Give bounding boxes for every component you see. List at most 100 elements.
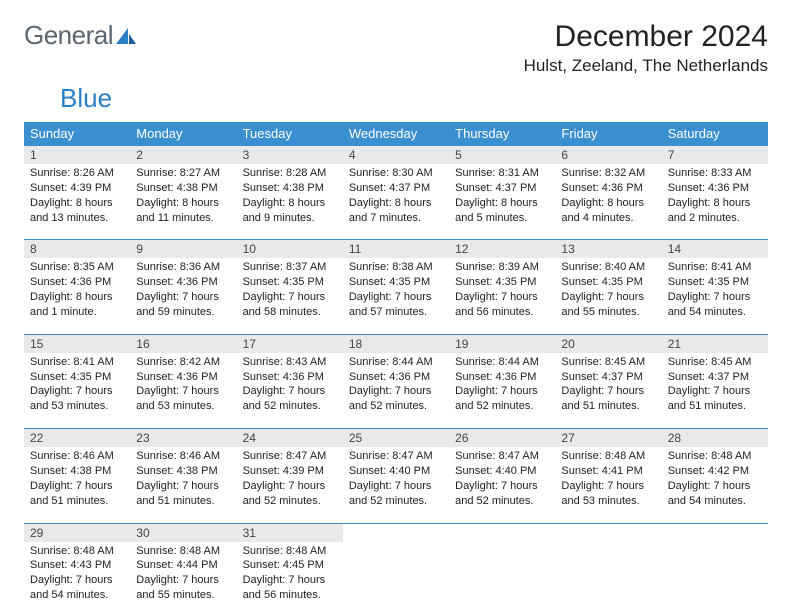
daylight-text: Daylight: 7 hours and 56 minutes. (243, 573, 337, 603)
daylight-text: Daylight: 7 hours and 51 minutes. (668, 384, 762, 414)
daylight-text: Daylight: 7 hours and 52 minutes. (243, 479, 337, 509)
calendar-day: 12Sunrise: 8:39 AMSunset: 4:35 PMDayligh… (449, 239, 555, 325)
day-number: 18 (343, 335, 449, 353)
day-content: Sunrise: 8:48 AMSunset: 4:44 PMDaylight:… (130, 542, 236, 609)
weekday-header: Friday (555, 122, 661, 145)
sunset-text: Sunset: 4:43 PM (30, 558, 124, 573)
sunset-text: Sunset: 4:39 PM (243, 464, 337, 479)
sunrise-text: Sunrise: 8:47 AM (349, 449, 443, 464)
weekday-header: Thursday (449, 122, 555, 145)
day-number: 1 (24, 146, 130, 164)
calendar-day: 24Sunrise: 8:47 AMSunset: 4:39 PMDayligh… (237, 428, 343, 514)
sunset-text: Sunset: 4:36 PM (349, 370, 443, 385)
sunrise-text: Sunrise: 8:27 AM (136, 166, 230, 181)
calendar-day: 1Sunrise: 8:26 AMSunset: 4:39 PMDaylight… (24, 145, 130, 231)
sunrise-text: Sunrise: 8:37 AM (243, 260, 337, 275)
sunrise-text: Sunrise: 8:33 AM (668, 166, 762, 181)
day-number: 31 (237, 524, 343, 542)
day-number: 7 (662, 146, 768, 164)
sunrise-text: Sunrise: 8:48 AM (668, 449, 762, 464)
calendar-day: 25Sunrise: 8:47 AMSunset: 4:40 PMDayligh… (343, 428, 449, 514)
daylight-text: Daylight: 7 hours and 55 minutes. (136, 573, 230, 603)
calendar-day: 13Sunrise: 8:40 AMSunset: 4:35 PMDayligh… (555, 239, 661, 325)
day-content: Sunrise: 8:28 AMSunset: 4:38 PMDaylight:… (237, 164, 343, 231)
weekday-header: Sunday (24, 122, 130, 145)
daylight-text: Daylight: 7 hours and 58 minutes. (243, 290, 337, 320)
sunrise-text: Sunrise: 8:46 AM (136, 449, 230, 464)
day-number: 25 (343, 429, 449, 447)
sunrise-text: Sunrise: 8:47 AM (455, 449, 549, 464)
day-content: Sunrise: 8:31 AMSunset: 4:37 PMDaylight:… (449, 164, 555, 231)
calendar-day: .. (662, 523, 768, 609)
daylight-text: Daylight: 7 hours and 51 minutes. (136, 479, 230, 509)
brand-word1: General (24, 20, 113, 51)
day-number: 20 (555, 335, 661, 353)
day-content: Sunrise: 8:48 AMSunset: 4:41 PMDaylight:… (555, 447, 661, 514)
sunset-text: Sunset: 4:40 PM (349, 464, 443, 479)
calendar-day: 11Sunrise: 8:38 AMSunset: 4:35 PMDayligh… (343, 239, 449, 325)
day-content: Sunrise: 8:48 AMSunset: 4:43 PMDaylight:… (24, 542, 130, 609)
calendar-day: 20Sunrise: 8:45 AMSunset: 4:37 PMDayligh… (555, 334, 661, 420)
calendar-week: 8Sunrise: 8:35 AMSunset: 4:36 PMDaylight… (24, 239, 768, 325)
sunset-text: Sunset: 4:38 PM (243, 181, 337, 196)
daylight-text: Daylight: 8 hours and 11 minutes. (136, 196, 230, 226)
row-spacer (24, 420, 768, 428)
sunrise-text: Sunrise: 8:41 AM (668, 260, 762, 275)
month-title: December 2024 (524, 20, 768, 54)
daylight-text: Daylight: 7 hours and 53 minutes. (561, 479, 655, 509)
day-number: 9 (130, 240, 236, 258)
day-content: Sunrise: 8:30 AMSunset: 4:37 PMDaylight:… (343, 164, 449, 231)
sunset-text: Sunset: 4:35 PM (243, 275, 337, 290)
day-content: Sunrise: 8:48 AMSunset: 4:45 PMDaylight:… (237, 542, 343, 609)
sunset-text: Sunset: 4:36 PM (561, 181, 655, 196)
sunset-text: Sunset: 4:38 PM (136, 181, 230, 196)
brand-sail-icon (115, 26, 137, 46)
day-content: Sunrise: 8:46 AMSunset: 4:38 PMDaylight:… (130, 447, 236, 514)
day-number: 13 (555, 240, 661, 258)
day-content: Sunrise: 8:37 AMSunset: 4:35 PMDaylight:… (237, 258, 343, 325)
weekday-header: Wednesday (343, 122, 449, 145)
daylight-text: Daylight: 7 hours and 51 minutes. (561, 384, 655, 414)
day-content: Sunrise: 8:44 AMSunset: 4:36 PMDaylight:… (343, 353, 449, 420)
day-number: 28 (662, 429, 768, 447)
daylight-text: Daylight: 7 hours and 54 minutes. (668, 290, 762, 320)
weekday-header: Saturday (662, 122, 768, 145)
sunset-text: Sunset: 4:35 PM (668, 275, 762, 290)
day-content: Sunrise: 8:36 AMSunset: 4:36 PMDaylight:… (130, 258, 236, 325)
sunrise-text: Sunrise: 8:31 AM (455, 166, 549, 181)
daylight-text: Daylight: 7 hours and 55 minutes. (561, 290, 655, 320)
day-content: Sunrise: 8:43 AMSunset: 4:36 PMDaylight:… (237, 353, 343, 420)
sunrise-text: Sunrise: 8:45 AM (561, 355, 655, 370)
sunset-text: Sunset: 4:37 PM (455, 181, 549, 196)
calendar-day: .. (449, 523, 555, 609)
daylight-text: Daylight: 8 hours and 4 minutes. (561, 196, 655, 226)
sunrise-text: Sunrise: 8:45 AM (668, 355, 762, 370)
row-spacer (24, 326, 768, 334)
daylight-text: Daylight: 8 hours and 7 minutes. (349, 196, 443, 226)
sunset-text: Sunset: 4:37 PM (349, 181, 443, 196)
sunset-text: Sunset: 4:36 PM (455, 370, 549, 385)
sunrise-text: Sunrise: 8:44 AM (349, 355, 443, 370)
sunrise-text: Sunrise: 8:41 AM (30, 355, 124, 370)
day-number: 30 (130, 524, 236, 542)
calendar-day: 31Sunrise: 8:48 AMSunset: 4:45 PMDayligh… (237, 523, 343, 609)
calendar-day: 29Sunrise: 8:48 AMSunset: 4:43 PMDayligh… (24, 523, 130, 609)
daylight-text: Daylight: 7 hours and 57 minutes. (349, 290, 443, 320)
calendar-day: 17Sunrise: 8:43 AMSunset: 4:36 PMDayligh… (237, 334, 343, 420)
sunrise-text: Sunrise: 8:44 AM (455, 355, 549, 370)
calendar-day: 6Sunrise: 8:32 AMSunset: 4:36 PMDaylight… (555, 145, 661, 231)
sunset-text: Sunset: 4:39 PM (30, 181, 124, 196)
calendar-day: 21Sunrise: 8:45 AMSunset: 4:37 PMDayligh… (662, 334, 768, 420)
day-number: 27 (555, 429, 661, 447)
sunset-text: Sunset: 4:36 PM (668, 181, 762, 196)
day-number: 3 (237, 146, 343, 164)
calendar-week: 22Sunrise: 8:46 AMSunset: 4:38 PMDayligh… (24, 428, 768, 514)
calendar-day: 9Sunrise: 8:36 AMSunset: 4:36 PMDaylight… (130, 239, 236, 325)
day-content: Sunrise: 8:27 AMSunset: 4:38 PMDaylight:… (130, 164, 236, 231)
day-number: 11 (343, 240, 449, 258)
calendar-day: 3Sunrise: 8:28 AMSunset: 4:38 PMDaylight… (237, 145, 343, 231)
day-content: Sunrise: 8:32 AMSunset: 4:36 PMDaylight:… (555, 164, 661, 231)
sunrise-text: Sunrise: 8:48 AM (243, 544, 337, 559)
day-number: 2 (130, 146, 236, 164)
calendar-day: 7Sunrise: 8:33 AMSunset: 4:36 PMDaylight… (662, 145, 768, 231)
